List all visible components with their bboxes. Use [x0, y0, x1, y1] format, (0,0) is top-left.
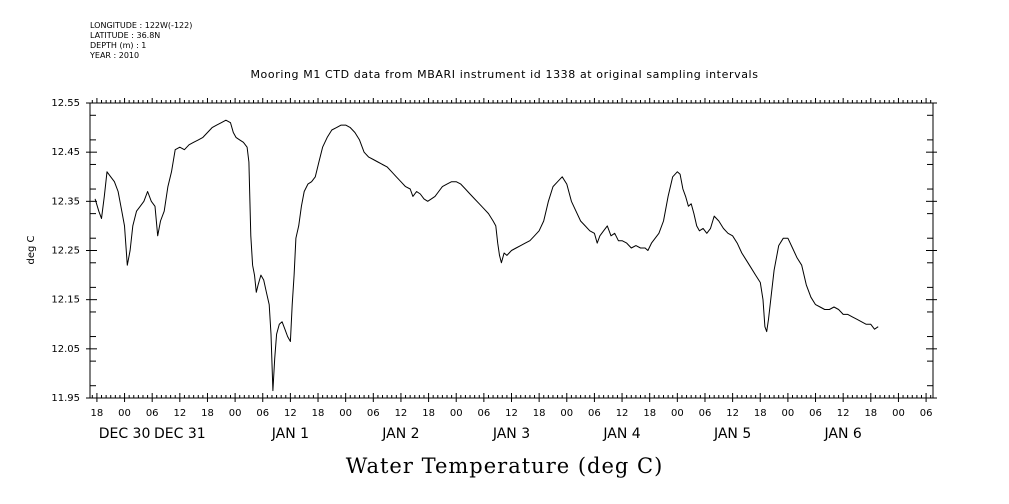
x-tick-label: 18 — [754, 408, 767, 419]
temperature-series-line — [94, 119, 879, 392]
x-axis-title: Water Temperature (deg C) — [345, 454, 664, 478]
y-tick-label: 11.95 — [51, 393, 80, 404]
x-tick-label: 18 — [201, 408, 214, 419]
x-tick-label: 12 — [505, 408, 518, 419]
x-tick-label: 00 — [782, 408, 795, 419]
x-tick-label: 12 — [173, 408, 186, 419]
y-tick-label: 12.05 — [51, 344, 80, 355]
x-tick-label: 06 — [809, 408, 822, 419]
metadata-block: LONGITUDE : 122W(-122) LATITUDE : 36.8N … — [90, 21, 192, 61]
x-date-label: JAN 4 — [602, 426, 640, 442]
x-tick-label: 00 — [339, 408, 352, 419]
x-tick-label: 06 — [367, 408, 380, 419]
x-tick-label: 18 — [312, 408, 325, 419]
y-tick-label: 12.35 — [51, 196, 80, 207]
x-tick-label: 06 — [699, 408, 712, 419]
x-tick-label: 00 — [671, 408, 684, 419]
y-axis: 12.55 12.45 12.35 12.25 12.15 12.05 11.95 — [51, 98, 937, 404]
x-tick-label: 00 — [560, 408, 573, 419]
x-tick-label: 18 — [533, 408, 546, 419]
x-tick-label: 12 — [837, 408, 850, 419]
y-tick-label: 12.15 — [51, 295, 80, 306]
x-tick-label: 18 — [643, 408, 656, 419]
x-tick-label: 12 — [395, 408, 408, 419]
y-tick-label: 12.55 — [51, 98, 80, 109]
x-tick-label: 06 — [477, 408, 490, 419]
y-axis-label: deg C — [26, 235, 37, 264]
x-tick-label: 06 — [588, 408, 601, 419]
x-tick-label: 00 — [450, 408, 463, 419]
x-date-label: JAN 3 — [492, 426, 530, 442]
x-tick-label: 00 — [229, 408, 242, 419]
x-tick-label: 18 — [864, 408, 877, 419]
series-layer — [94, 119, 879, 392]
longitude-label: LONGITUDE : 122W(-122) — [90, 21, 193, 30]
x-tick-label: 12 — [616, 408, 629, 419]
x-date-label: DEC 30 — [99, 426, 151, 442]
y-tick-label: 12.25 — [51, 246, 80, 257]
x-tick-label: 00 — [892, 408, 905, 419]
chart-title: Mooring M1 CTD data from MBARI instrumen… — [250, 68, 759, 81]
x-tick-label: 06 — [146, 408, 159, 419]
x-date-label: DEC 31 — [154, 426, 206, 442]
x-tick-label: 18 — [422, 408, 435, 419]
x-tick-label: 06 — [920, 408, 933, 419]
x-tick-label: 06 — [256, 408, 269, 419]
x-date-label: JAN 6 — [824, 426, 862, 442]
year-label: YEAR : 2010 — [90, 51, 140, 60]
x-date-label: JAN 5 — [713, 426, 751, 442]
x-date-label: JAN 2 — [381, 426, 419, 442]
x-date-label: JAN 1 — [271, 426, 309, 442]
depth-label: DEPTH (m) : 1 — [90, 41, 147, 50]
x-tick-label: 18 — [91, 408, 104, 419]
x-tick-label: 12 — [726, 408, 739, 419]
x-axis: 18 00 06 12 18 00 06 12 18 00 06 12 18 00 06 12 18 00 06 12… — [91, 98, 933, 442]
x-tick-label: 00 — [118, 408, 131, 419]
latitude-label: LATITUDE : 36.8N — [90, 31, 161, 40]
y-tick-label: 12.45 — [51, 147, 80, 158]
x-tick-label: 12 — [284, 408, 297, 419]
